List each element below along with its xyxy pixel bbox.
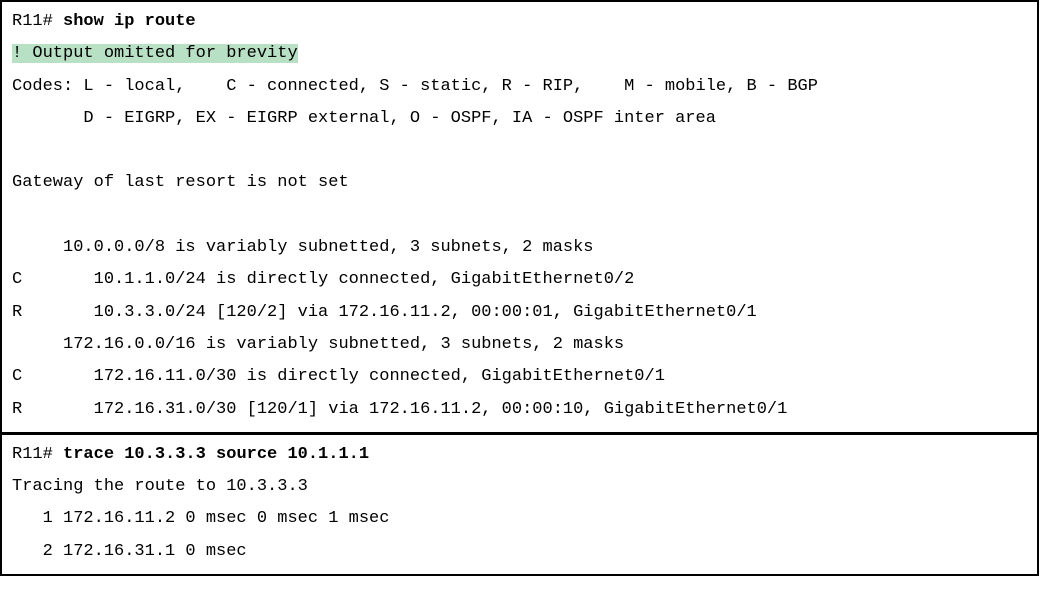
blank-line-2 xyxy=(12,200,1027,232)
trace-hop-2: 2 172.16.31.1 0 msec xyxy=(12,536,1027,568)
command-line-1: R11# show ip route xyxy=(12,6,1027,38)
trace-hop-1: 1 172.16.11.2 0 msec 0 msec 1 msec xyxy=(12,503,1027,535)
blank-line-1 xyxy=(12,135,1027,167)
route-r-1: R 10.3.3.0/24 [120/2] via 172.16.11.2, 0… xyxy=(12,297,1027,329)
command-2: trace 10.3.3.3 source 10.1.1.1 xyxy=(63,445,369,464)
route-c-1: C 10.1.1.0/24 is directly connected, Gig… xyxy=(12,264,1027,296)
route-summary-1: 10.0.0.0/8 is variably subnetted, 3 subn… xyxy=(12,232,1027,264)
tracing-line: Tracing the route to 10.3.3.3 xyxy=(12,471,1027,503)
show-ip-route-box: R11# show ip route ! Output omitted for … xyxy=(2,2,1037,432)
prompt-1: R11# xyxy=(12,12,63,31)
route-summary-2: 172.16.0.0/16 is variably subnetted, 3 s… xyxy=(12,329,1027,361)
omitted-highlight: ! Output omitted for brevity xyxy=(12,44,298,63)
codes-line-2: D - EIGRP, EX - EIGRP external, O - OSPF… xyxy=(12,103,1027,135)
route-c-2: C 172.16.11.0/30 is directly connected, … xyxy=(12,361,1027,393)
route-r-2: R 172.16.31.0/30 [120/1] via 172.16.11.2… xyxy=(12,394,1027,426)
gateway-line: Gateway of last resort is not set xyxy=(12,167,1027,199)
command-line-2: R11# trace 10.3.3.3 source 10.1.1.1 xyxy=(12,439,1027,471)
prompt-2: R11# xyxy=(12,445,63,464)
command-1: show ip route xyxy=(63,12,196,31)
cli-output-container: R11# show ip route ! Output omitted for … xyxy=(0,0,1039,576)
codes-line-1: Codes: L - local, C - connected, S - sta… xyxy=(12,71,1027,103)
trace-box: R11# trace 10.3.3.3 source 10.1.1.1 Trac… xyxy=(2,435,1037,574)
omitted-line: ! Output omitted for brevity xyxy=(12,38,1027,70)
